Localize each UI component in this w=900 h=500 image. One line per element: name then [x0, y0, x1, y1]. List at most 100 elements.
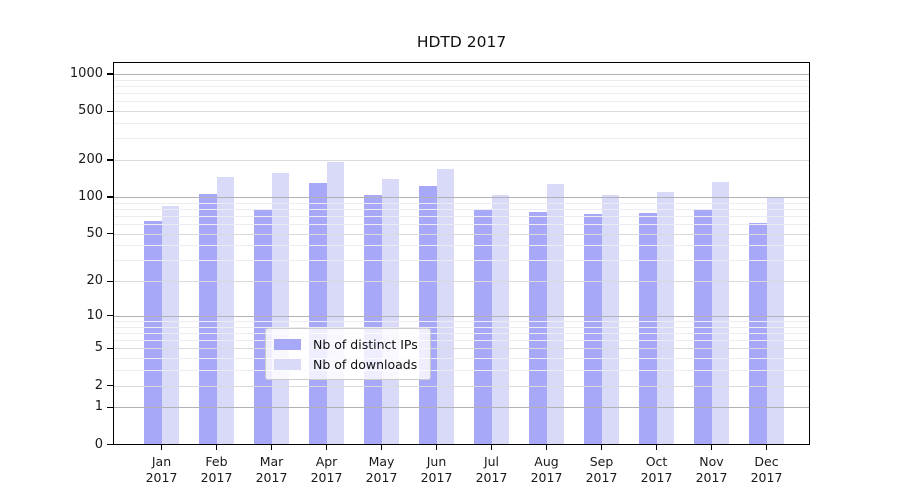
- x-tick-year: 2017: [145, 469, 178, 485]
- gridline-minor-800: [113, 85, 810, 87]
- bar-apr-downloads: [326, 162, 344, 445]
- legend-label-distinct-ips: Nb of distinct IPs: [313, 336, 418, 352]
- x-tick-month: Jul: [483, 454, 500, 469]
- x-tick-label-jul: Jul 2017: [464, 454, 520, 485]
- x-tick-label-jun: Jun 2017: [409, 454, 465, 485]
- y-tick-label-200: 200: [78, 152, 103, 168]
- x-tick-month: Apr: [315, 454, 338, 469]
- gridline-minor-8: [113, 326, 810, 328]
- x-tick-mark-feb: [215, 445, 218, 450]
- y-tick-mark-1000: [107, 73, 113, 75]
- x-tick-month: Aug: [534, 454, 559, 469]
- gridline-minor-9: [113, 321, 810, 323]
- x-tick-mark-jan: [160, 445, 163, 450]
- x-tick-mark-jun: [435, 445, 438, 450]
- gridline-minor-7: [113, 332, 810, 334]
- x-tick-mark-jul: [490, 445, 493, 450]
- x-tick-year: 2017: [255, 469, 288, 485]
- gridline-10: [113, 315, 810, 317]
- bar-may-downloads: [381, 178, 399, 445]
- y-tick-label-1000: 1000: [69, 66, 103, 81]
- plot-area: 0 1 2 5 10 20 50 100 200 500 1000 Jan 2017 Feb 2017 Mar…: [70, 62, 810, 485]
- y-tick-mark-500: [107, 110, 113, 112]
- x-tick-label-feb: Feb 2017: [189, 454, 245, 485]
- gridline-minor-900: [113, 79, 810, 81]
- y-tick-label-1: 1: [94, 399, 103, 415]
- gridline-minor-3: [113, 370, 810, 372]
- x-tick-month: May: [368, 454, 395, 469]
- legend-swatch-downloads: [274, 358, 301, 370]
- gridline-20: [113, 281, 810, 283]
- gridline-1: [113, 407, 810, 409]
- x-tick-year: 2017: [200, 469, 233, 485]
- bar-jan-downloads: [161, 206, 179, 445]
- gridline-200: [113, 160, 810, 162]
- gridline-minor-60: [113, 224, 810, 226]
- x-tick-mark-sep: [600, 445, 603, 450]
- x-tick-month: Jan: [151, 454, 172, 469]
- x-tick-month: Sep: [589, 454, 614, 469]
- gridline-minor-4: [113, 358, 810, 360]
- x-tick-year: 2017: [420, 469, 453, 485]
- x-tick-label-may: May 2017: [354, 454, 410, 485]
- x-tick-year: 2017: [475, 469, 508, 485]
- legend-label-downloads: Nb of downloads: [313, 356, 418, 372]
- gridline-1000: [113, 74, 810, 75]
- bar-feb-ips: [199, 194, 217, 445]
- gridline-2: [113, 385, 810, 387]
- x-tick-label-mar: Mar 2017: [244, 454, 300, 485]
- bar-oct-downloads: [656, 192, 674, 445]
- x-tick-mark-dec: [765, 445, 768, 450]
- bar-sep-ips: [584, 213, 602, 445]
- bar-jul-downloads: [491, 195, 509, 445]
- x-tick-year: 2017: [365, 469, 398, 485]
- x-tick-label-aug: Aug 2017: [519, 454, 575, 485]
- x-tick-year: 2017: [695, 469, 728, 485]
- x-tick-mark-aug: [545, 445, 548, 450]
- y-tick-label-20: 20: [86, 273, 103, 289]
- gridline-minor-6: [113, 340, 810, 342]
- x-tick-label-jan: Jan 2017: [134, 454, 190, 485]
- bar-feb-downloads: [216, 177, 234, 445]
- y-tick-mark-100: [107, 196, 113, 198]
- gridline-minor-80: [113, 208, 810, 210]
- x-tick-month: Jun: [426, 454, 447, 469]
- y-tick-mark-20: [107, 280, 113, 282]
- legend-entry-distinct-ips: Nb of distinct IPs: [266, 334, 430, 354]
- chart-title: HDTD 2017: [416, 33, 507, 51]
- x-tick-year: 2017: [640, 469, 673, 485]
- gridline-5: [113, 348, 810, 350]
- bar-mar-downloads: [271, 173, 289, 445]
- y-tick-label-2: 2: [94, 377, 103, 393]
- bar-nov-downloads: [711, 182, 729, 445]
- gridline-minor-40: [113, 245, 810, 247]
- y-tick-label-500: 500: [78, 103, 103, 119]
- gridline-minor-70: [113, 215, 810, 217]
- bar-aug-downloads: [546, 184, 564, 445]
- bar-jun-ips: [419, 185, 437, 445]
- x-tick-year: 2017: [310, 469, 343, 485]
- bar-jun-downloads: [436, 168, 454, 445]
- x-tick-label-dec: Dec 2017: [739, 454, 795, 485]
- x-tick-label-oct: Oct 2017: [629, 454, 685, 485]
- gridline-minor-30: [113, 260, 810, 262]
- gridline-50: [113, 233, 810, 235]
- gridline-500: [113, 111, 810, 113]
- y-tick-mark-5: [107, 347, 113, 349]
- x-tick-year: 2017: [530, 469, 563, 485]
- y-tick-label-5: 5: [94, 340, 103, 356]
- x-tick-month: Oct: [645, 454, 668, 469]
- bar-sep-downloads: [601, 194, 619, 445]
- y-tick-mark-10: [107, 315, 113, 317]
- y-tick-mark-50: [107, 233, 113, 235]
- y-tick-label-0: 0: [94, 436, 103, 452]
- bar-oct-ips: [639, 212, 657, 445]
- bar-aug-ips: [529, 211, 547, 445]
- gridline-minor-600: [113, 101, 810, 103]
- gridline-100: [113, 197, 810, 198]
- x-tick-month: Dec: [754, 454, 779, 469]
- gridline-minor-700: [113, 93, 810, 95]
- x-tick-label-apr: Apr 2017: [299, 454, 355, 485]
- x-tick-mark-nov: [710, 445, 713, 450]
